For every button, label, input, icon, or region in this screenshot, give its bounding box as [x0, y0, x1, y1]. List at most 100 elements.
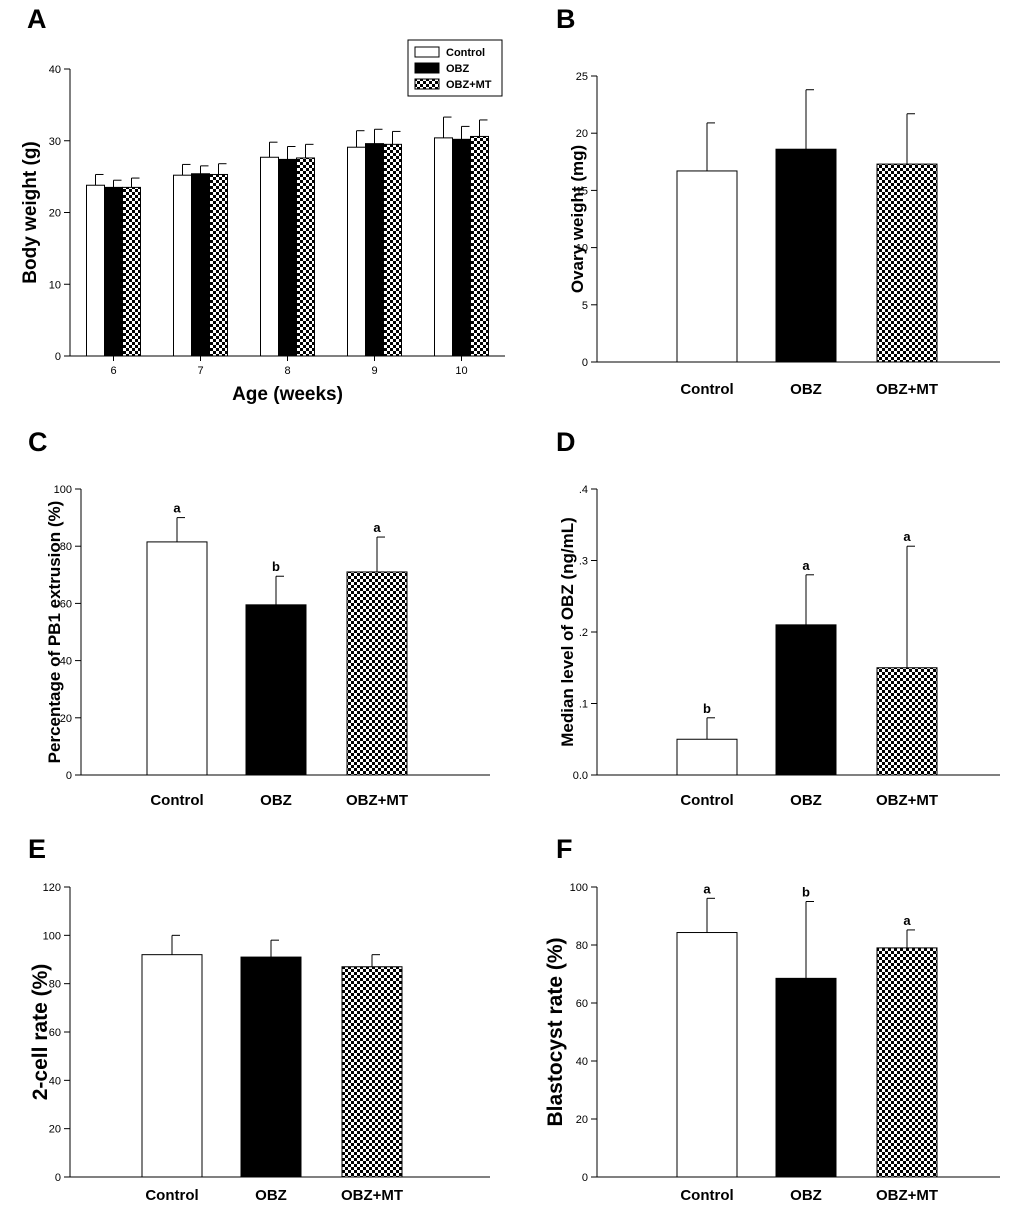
legend-label: OBZ+MT [446, 79, 492, 91]
y-tick-label: .1 [579, 699, 588, 711]
y-tick-label: .3 [579, 556, 588, 568]
panel-letter: C [28, 427, 48, 457]
y-tick-label: .2 [579, 627, 588, 639]
bar-obz-mt-week-10 [470, 135, 489, 357]
bar-control-week-9 [347, 146, 366, 357]
y-axis-title: Ovary weight (mg) [568, 145, 587, 293]
y-tick-label: 25 [576, 71, 588, 83]
y-tick-label: 0 [582, 357, 588, 369]
x-category-label: Control [680, 381, 733, 398]
bar-control-week-10 [434, 137, 453, 357]
y-tick-label: 40 [60, 656, 72, 668]
x-tick-label: 10 [455, 365, 467, 377]
y-tick-label: 80 [576, 940, 588, 952]
x-category-label: OBZ [790, 381, 822, 398]
y-axis-title: Blastocyst rate (%) [544, 937, 567, 1126]
y-tick-label: 10 [576, 243, 588, 255]
y-tick-label: 30 [49, 136, 61, 148]
x-category-label: Control [145, 1187, 198, 1204]
bar-control-week-7 [173, 174, 192, 357]
y-tick-label: 20 [49, 1124, 61, 1136]
x-category-label: OBZ [255, 1187, 287, 1204]
y-tick-label: 100 [43, 930, 61, 942]
panel-e: E 0 20 40 60 80 100 120 2-cell rate (%) Control OB… [28, 834, 490, 1204]
y-tick-label: 0 [55, 1172, 61, 1184]
bar-obz-week-8 [278, 158, 297, 357]
x-category-label: OBZ+MT [876, 381, 938, 398]
bar-obz-week-7 [191, 173, 210, 357]
significance-letter: a [373, 520, 381, 535]
bar-obz-mt [876, 947, 938, 1178]
y-tick-label: 120 [43, 882, 61, 894]
y-tick-label: 40 [49, 64, 61, 76]
panel-letter: D [556, 427, 576, 457]
y-tick-label: 0 [66, 770, 72, 782]
y-tick-label: 80 [60, 541, 72, 553]
x-tick-label: 6 [110, 365, 116, 377]
panel-b: B 0 5 10 15 20 25 Ovary weight (mg) Control OBZ OB… [556, 4, 1000, 398]
bar-obz-mt [876, 163, 938, 363]
x-tick-label: 9 [371, 365, 377, 377]
panel-letter: F [556, 834, 573, 864]
y-tick-label: 0 [55, 351, 61, 363]
y-axis-title: Body weight (g) [20, 141, 41, 283]
x-category-label: Control [680, 1187, 733, 1204]
bar-obz-mt-week-9 [383, 143, 402, 357]
bar-control [676, 932, 738, 1178]
y-tick-label: 0.0 [573, 770, 588, 782]
y-tick-label: 10 [49, 279, 61, 291]
significance-letter: b [703, 701, 711, 716]
bar-control-week-6 [86, 184, 105, 357]
significance-letter: a [173, 501, 181, 516]
significance-letter: b [802, 885, 810, 900]
bar-obz-mt-week-7 [209, 173, 228, 357]
x-category-label: OBZ [790, 792, 822, 809]
x-category-label: OBZ+MT [876, 792, 938, 809]
significance-letter: a [903, 913, 911, 928]
significance-letter: a [703, 881, 711, 896]
panel-letter: A [27, 4, 47, 34]
legend-swatch-control [414, 46, 440, 58]
bar-obz-mt [876, 667, 938, 776]
y-tick-label: 40 [576, 1056, 588, 1068]
y-tick-label: 20 [576, 1114, 588, 1126]
significance-letter: a [903, 529, 911, 544]
significance-letter: b [272, 559, 280, 574]
y-tick-label: 60 [60, 598, 72, 610]
bar-obz-mt-week-8 [296, 157, 315, 357]
y-tick-label: 60 [576, 998, 588, 1010]
panel-c: C 0 20 40 60 80 100 Percentage of PB1 extrusion… [28, 427, 490, 809]
x-axis-title: Age (weeks) [232, 384, 343, 405]
legend: Control OBZ OBZ+MT [407, 39, 503, 97]
x-category-label: Control [150, 792, 203, 809]
y-tick-label: 20 [60, 713, 72, 725]
panel-d: D 0.0 .1 .2 .3 .4 Median level of OBZ (ng/mL) b… [556, 427, 1000, 809]
y-tick-label: 100 [570, 882, 588, 894]
bar-obz-week-9 [365, 143, 384, 357]
bar-obz [775, 148, 837, 363]
y-tick-label: 60 [49, 1027, 61, 1039]
y-tick-label: .4 [579, 484, 588, 496]
x-tick-label: 8 [284, 365, 290, 377]
y-tick-label: 5 [582, 300, 588, 312]
significance-letter: a [802, 558, 810, 573]
y-tick-label: 40 [49, 1075, 61, 1087]
x-category-label: Control [680, 792, 733, 809]
x-category-label: OBZ [260, 792, 292, 809]
bar-obz [240, 956, 302, 1178]
bar-obz [245, 604, 307, 776]
bar-obz-mt [341, 966, 403, 1178]
x-category-label: OBZ+MT [876, 1187, 938, 1204]
panel-letter: E [28, 834, 46, 864]
bar-obz [775, 624, 837, 776]
panel-letter: B [556, 4, 576, 34]
bar-control [146, 541, 208, 776]
bar-control [676, 738, 738, 776]
legend-label: OBZ [446, 63, 470, 75]
bar-obz-week-6 [104, 186, 123, 357]
legend-swatch-obz-mt [414, 78, 440, 90]
legend-label: Control [446, 47, 485, 59]
bar-obz-week-10 [452, 138, 471, 357]
bar-obz [775, 977, 837, 1178]
